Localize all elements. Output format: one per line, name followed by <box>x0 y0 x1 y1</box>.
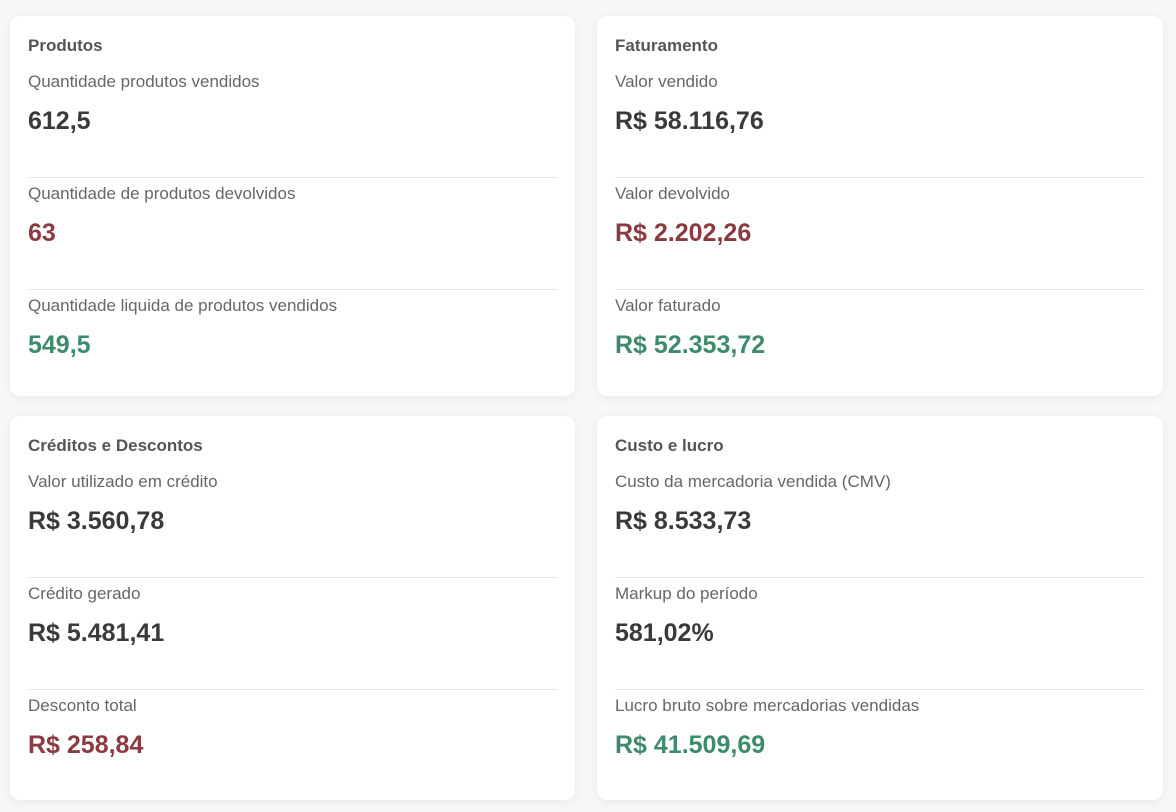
metric-value: R$ 258,84 <box>28 731 144 759</box>
metric-lucro-bruto: Lucro bruto sobre mercadorias vendidas R… <box>615 690 1145 802</box>
metric-label: Lucro bruto sobre mercadorias vendidas <box>615 696 920 715</box>
metric-label: Valor utilizado em crédito <box>28 472 218 491</box>
metric-quantidade-vendidos: Quantidade produtos vendidos 612,5 <box>28 66 557 178</box>
metric-label: Valor devolvido <box>615 184 730 203</box>
creditos-card: Créditos e Descontos Valor utilizado em … <box>10 416 575 800</box>
metric-desconto-total: Desconto total R$ 258,84 <box>28 690 557 802</box>
metric-credito-gerado: Crédito gerado R$ 5.481,41 <box>28 578 557 690</box>
card-title: Custo e lucro <box>615 436 724 455</box>
metric-label: Quantidade liquida de produtos vendidos <box>28 296 338 315</box>
metric-label: Markup do período <box>615 584 758 603</box>
metric-cmv: Custo da mercadoria vendida (CMV) R$ 8.5… <box>615 466 1145 578</box>
metric-value: R$ 41.509,69 <box>615 731 766 759</box>
metric-label: Quantidade produtos vendidos <box>28 72 260 91</box>
faturamento-card: Faturamento Valor vendido R$ 58.116,76 V… <box>597 16 1163 396</box>
metric-value: 63 <box>28 219 56 247</box>
metric-value: R$ 8.533,73 <box>615 507 752 535</box>
produtos-card: Produtos Quantidade produtos vendidos 61… <box>10 16 575 396</box>
card-title: Créditos e Descontos <box>28 436 203 455</box>
metric-value: R$ 52.353,72 <box>615 331 766 359</box>
metric-label: Custo da mercadoria vendida (CMV) <box>615 472 891 491</box>
metric-label: Valor faturado <box>615 296 721 315</box>
metric-value: R$ 3.560,78 <box>28 507 165 535</box>
metric-markup: Markup do período 581,02% <box>615 578 1145 690</box>
metric-value: R$ 58.116,76 <box>615 107 764 135</box>
custo-card: Custo e lucro Custo da mercadoria vendid… <box>597 416 1163 800</box>
metric-label: Valor vendido <box>615 72 718 91</box>
metric-value: R$ 5.481,41 <box>28 619 165 647</box>
card-title: Faturamento <box>615 36 718 55</box>
metric-quantidade-liquida: Quantidade liquida de produtos vendidos … <box>28 290 557 402</box>
metric-value: 581,02% <box>615 619 714 647</box>
metric-label: Crédito gerado <box>28 584 141 603</box>
metric-valor-vendido: Valor vendido R$ 58.116,76 <box>615 66 1145 178</box>
metric-label: Desconto total <box>28 696 137 715</box>
metric-value: R$ 2.202,26 <box>615 219 752 247</box>
metric-value: 549,5 <box>28 331 91 359</box>
card-title: Produtos <box>28 36 103 55</box>
metric-quantidade-devolvidos: Quantidade de produtos devolvidos 63 <box>28 178 557 290</box>
metric-value: 612,5 <box>28 107 91 135</box>
metric-valor-devolvido: Valor devolvido R$ 2.202,26 <box>615 178 1145 290</box>
metric-valor-faturado: Valor faturado R$ 52.353,72 <box>615 290 1145 402</box>
metric-valor-credito: Valor utilizado em crédito R$ 3.560,78 <box>28 466 557 578</box>
metric-label: Quantidade de produtos devolvidos <box>28 184 296 203</box>
